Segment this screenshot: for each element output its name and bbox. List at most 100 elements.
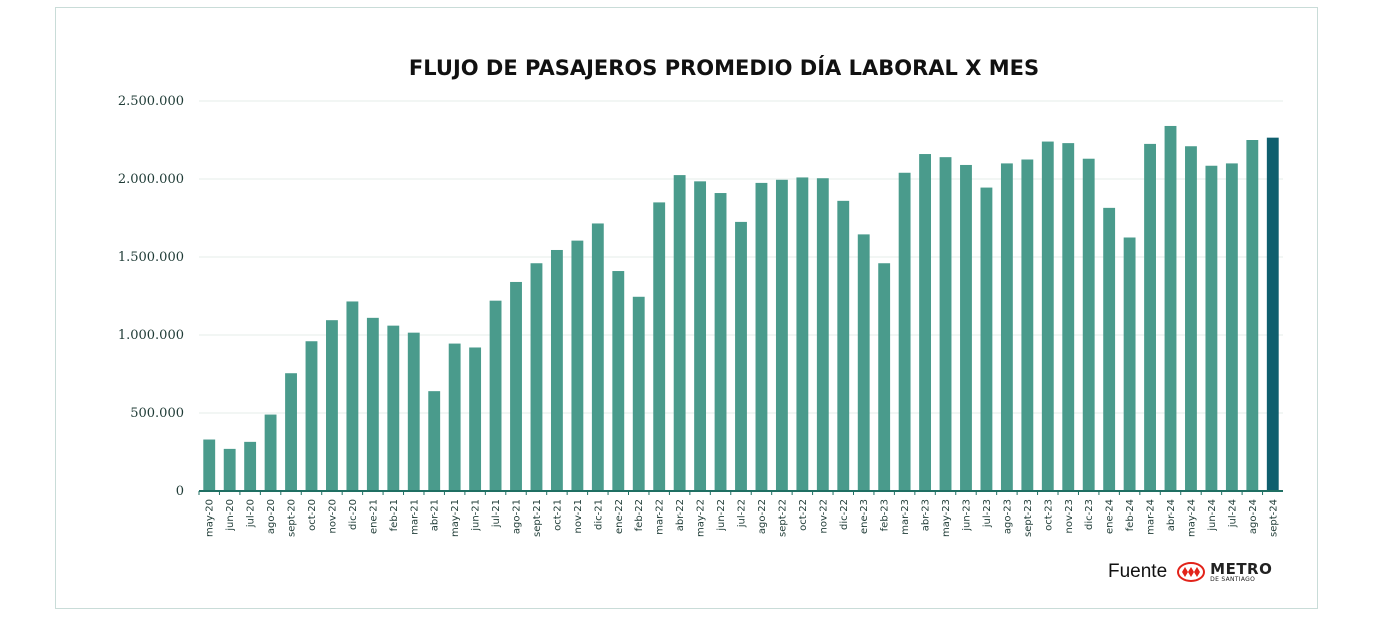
bar-ago-22 (755, 182, 768, 491)
x-tick-label: sept-21 (532, 499, 543, 537)
y-tick-label: 1.000.000 (118, 328, 184, 343)
bar-ene-24 (1103, 207, 1116, 492)
bar-nov-21 (571, 240, 584, 491)
x-tick-label: oct-23 (1043, 499, 1054, 531)
x-tick-label: ene-23 (859, 499, 870, 534)
x-tick-label: sept-22 (777, 499, 788, 537)
x-tick-label: ago-22 (757, 499, 768, 534)
bar-nov-22 (816, 178, 829, 491)
bar-ago-24 (1246, 140, 1259, 491)
x-tick-label: abr-23 (921, 499, 932, 531)
y-tick-label: 500.000 (130, 406, 184, 421)
bar-ago-20 (264, 414, 277, 491)
bar-mar-23 (898, 172, 911, 491)
bar-jun-20 (223, 448, 236, 491)
x-tick-label: mar-23 (900, 499, 911, 535)
bar-sept-24 (1266, 137, 1279, 491)
bar-ene-22 (612, 271, 625, 491)
metro-logo-icon (1177, 562, 1206, 582)
x-tick-label: nov-23 (1064, 499, 1075, 533)
bar-jun-21 (469, 347, 482, 491)
x-tick-label: ago-20 (266, 499, 277, 534)
bar-sept-20 (285, 373, 297, 491)
bar-mar-24 (1144, 143, 1156, 491)
chart-frame: FLUJO DE PASAJEROS PROMEDIO DÍA LABORAL … (55, 7, 1318, 609)
bar-chart: FLUJO DE PASAJEROS PROMEDIO DÍA LABORAL … (118, 55, 1283, 537)
bar-ago-21 (510, 281, 522, 491)
bar-jul-24 (1225, 163, 1238, 491)
bar-mar-22 (653, 202, 666, 491)
bar-ago-23 (1000, 163, 1013, 491)
bar-may-22 (694, 181, 707, 491)
bar-abr-23 (919, 154, 931, 492)
x-tick-label: jul-22 (737, 499, 748, 528)
x-axis-ticks: may-20 jun-20 jul-20 ago-20 sept-20 oct-20 nov… (198, 491, 1279, 537)
bar-sept-23 (1021, 159, 1034, 491)
x-tick-label: jun-22 (716, 499, 727, 532)
x-tick-label: ene-22 (614, 499, 625, 534)
x-tick-label: ago-23 (1002, 499, 1013, 534)
bar-dic-23 (1082, 158, 1095, 491)
x-tick-label: feb-21 (389, 499, 400, 531)
x-tick-label: nov-21 (573, 499, 584, 533)
x-tick-label: oct-21 (552, 499, 563, 531)
x-tick-label: ago-24 (1248, 499, 1259, 534)
bar-oct-20 (305, 341, 318, 491)
bar-sept-22 (775, 179, 788, 491)
x-tick-label: sept-24 (1268, 499, 1279, 537)
x-tick-label: jun-20 (225, 499, 236, 532)
x-tick-label: sept-23 (1023, 499, 1034, 537)
x-tick-label: jul-23 (982, 499, 993, 528)
x-tick-label: dic-22 (839, 499, 850, 530)
x-tick-label: may-22 (696, 499, 707, 537)
x-tick-label: abr-24 (1166, 499, 1177, 531)
bar-may-24 (1185, 146, 1197, 492)
metro-logo: METRO DE SANTIAGO (1177, 559, 1273, 583)
x-tick-label: feb-22 (634, 499, 645, 531)
x-tick-label: jul-24 (1227, 499, 1238, 528)
bar-dic-20 (346, 301, 359, 491)
bar-jul-20 (244, 441, 257, 491)
x-tick-label: jun-23 (961, 499, 972, 532)
x-tick-label: jul-20 (246, 499, 257, 528)
x-tick-label: dic-23 (1084, 499, 1095, 530)
bar-mar-21 (407, 332, 420, 491)
bar-oct-22 (796, 177, 809, 491)
bar-jul-21 (489, 300, 502, 491)
bar-abr-22 (673, 175, 686, 491)
x-tick-label: abr-22 (675, 499, 686, 531)
bar-oct-23 (1041, 141, 1054, 491)
bar-feb-21 (387, 325, 400, 491)
x-tick-label: may-23 (941, 499, 952, 537)
bar-ene-23 (857, 234, 870, 491)
bar-may-23 (939, 157, 952, 491)
bar-jul-23 (980, 187, 993, 491)
x-tick-label: ene-21 (368, 499, 379, 534)
x-tick-label: mar-21 (409, 499, 420, 535)
x-tick-label: may-20 (205, 499, 216, 537)
bar-nov-23 (1062, 143, 1075, 491)
y-axis-ticks: 0 500.000 1.000.000 1.500.000 2.000.000 2.500… (118, 94, 184, 499)
x-tick-label: dic-20 (348, 499, 359, 530)
bars (203, 125, 1279, 492)
x-tick-label: abr-21 (430, 499, 441, 531)
x-tick-label: feb-23 (880, 499, 891, 531)
y-tick-label: 1.500.000 (118, 250, 184, 265)
x-tick-label: jul-21 (491, 499, 502, 528)
x-tick-label: dic-21 (593, 499, 604, 530)
bar-jul-22 (735, 221, 747, 491)
x-tick-label: sept-20 (287, 499, 298, 537)
bar-abr-21 (428, 391, 441, 491)
chart-title: FLUJO DE PASAJEROS PROMEDIO DÍA LABORAL … (409, 55, 1039, 80)
x-tick-label: ago-21 (512, 499, 523, 534)
x-tick-label: ene-24 (1105, 499, 1116, 534)
bar-may-21 (448, 343, 461, 491)
metro-logo-text: METRO (1210, 559, 1273, 578)
bar-jun-22 (714, 193, 727, 492)
x-tick-label: nov-22 (818, 499, 829, 533)
source-label: Fuente (1108, 561, 1168, 582)
metro-logo-subtext: DE SANTIAGO (1210, 575, 1256, 583)
bar-ene-21 (366, 317, 379, 491)
x-tick-label: mar-22 (655, 499, 666, 535)
y-tick-label: 0 (176, 484, 184, 499)
